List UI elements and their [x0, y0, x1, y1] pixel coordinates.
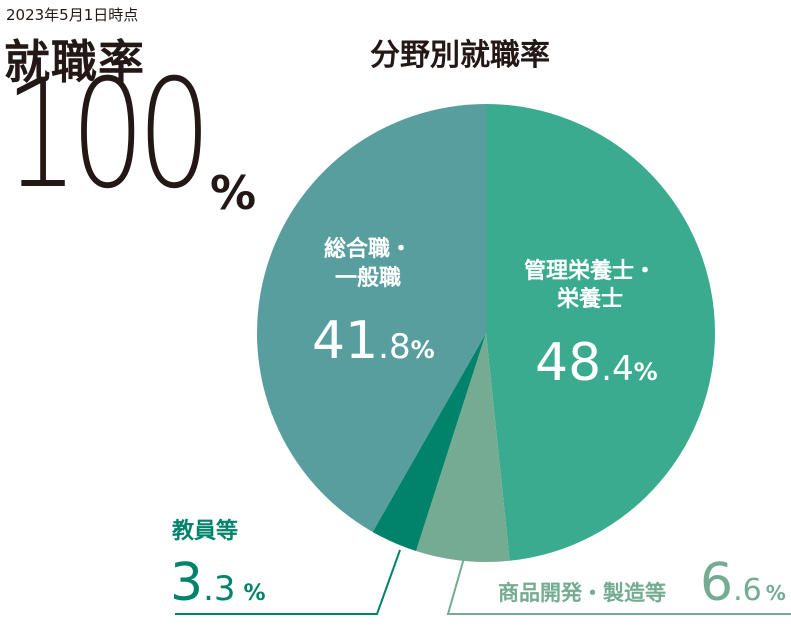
leader-line-kyoin [175, 549, 401, 615]
as-of-date: 2023年5月1日時点 [6, 6, 139, 24]
leader-line-shohin [446, 557, 791, 615]
slice-value-kanri-dec: .4 [601, 349, 633, 389]
slice-value-shohin-dec: .6 [733, 573, 762, 608]
slice-label-kanri-line2: 栄養士 [556, 286, 623, 312]
chart-title: 分野別就職率 [370, 38, 550, 73]
employment-rate-label: 就職率 [4, 35, 145, 89]
slice-value-kanri: 48.4% [535, 333, 658, 393]
pie-slice-kanri [486, 104, 715, 561]
slice-value-kanri-int: 48 [535, 333, 601, 393]
slice-value-kanri-unit: % [634, 358, 658, 386]
slice-label-kyoin: 教員等 [172, 518, 238, 544]
employment-rate-unit: % [210, 166, 257, 220]
slice-label-sogo-line1: 総合職・ [324, 236, 412, 262]
slice-value-shohin: 6.6% [700, 553, 786, 613]
slice-value-sogo: 41.8% [312, 311, 435, 371]
pie-slice-shohin [415, 333, 510, 562]
pie-slice-kyoin [372, 333, 486, 552]
employment-rate-value: 100 [4, 48, 212, 222]
slice-value-sogo-unit: % [411, 336, 435, 364]
slice-value-kyoin-dec: .3 [203, 569, 235, 609]
slice-label-sogo-line2: 一般職 [335, 265, 401, 291]
slice-value-shohin-int: 6 [700, 553, 733, 613]
slice-value-kyoin: 3.3% [170, 553, 266, 613]
slice-value-kyoin-unit: % [244, 581, 266, 606]
slice-value-kyoin-int: 3 [170, 553, 203, 613]
slice-value-sogo-dec: .8 [378, 327, 410, 367]
pie-slice-sogo [257, 104, 486, 532]
slice-value-sogo-int: 41 [312, 311, 378, 371]
slice-value-shohin-unit: % [766, 581, 786, 605]
slice-label-kanri-line1: 管理栄養士・ [524, 258, 656, 284]
slice-label-shohin: 商品開発・製造等 [498, 581, 666, 605]
